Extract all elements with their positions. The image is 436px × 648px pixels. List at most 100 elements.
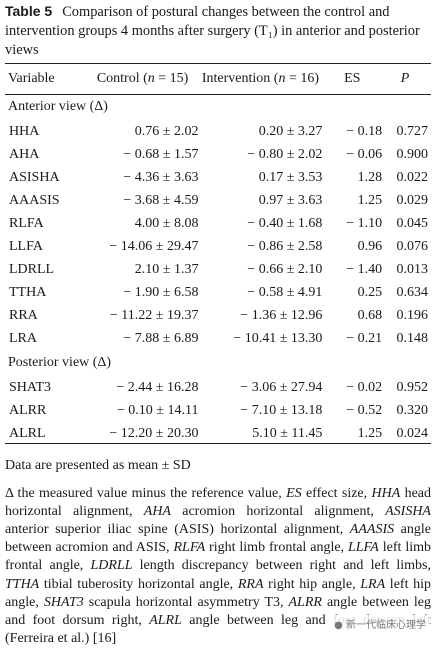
cell-control: 0.76 ± 2.02 [134, 123, 199, 139]
data-table: Variable Control (n = 15) Intervention (… [5, 64, 431, 445]
cell-variable: ALRR [9, 402, 47, 418]
cell-intervention: 5.10 ± 11.45 [252, 425, 323, 441]
cell-control: − 2.44 ± 16.28 [116, 379, 199, 395]
cell-es: 0.68 [357, 307, 383, 323]
cell-p: 0.727 [396, 123, 429, 139]
cell-p: 0.148 [396, 330, 429, 346]
cell-intervention: − 0.58 ± 4.91 [247, 284, 323, 300]
cell-control: − 0.68 ± 1.57 [123, 146, 199, 162]
cell-es: 1.28 [357, 169, 383, 185]
table-row: ALRR − 0.10 ± 14.11 − 7.10 ± 13.18 − 0.52 0.… [5, 399, 431, 422]
cell-variable: RLFA [9, 215, 44, 231]
cell-p: 0.196 [396, 307, 429, 323]
cell-es: 1.25 [357, 192, 383, 208]
cell-control: 4.00 ± 8.08 [134, 215, 199, 231]
cell-intervention: − 0.80 ± 2.02 [247, 146, 323, 162]
table-row: AAASIS − 3.68 ± 4.59 0.97 ± 3.63 1.25 0.029 [5, 189, 431, 212]
header-row: Variable Control (n = 15) Intervention (… [5, 64, 431, 94]
cell-es: − 0.02 [346, 379, 383, 395]
header-p: P [400, 71, 410, 86]
cell-variable: AHA [9, 146, 40, 162]
caption-text: Comparison of postural changes between t… [5, 4, 420, 59]
cell-variable: TTHA [9, 284, 47, 300]
note-abbreviations: Δ the measured value minus the reference… [5, 486, 432, 646]
cell-intervention: − 0.86 ± 2.58 [247, 238, 323, 254]
table-notes: Data are presented as mean ± SD Δ the me… [5, 457, 431, 648]
cell-control: − 1.90 ± 6.58 [123, 284, 199, 300]
bottom-rule [5, 443, 431, 444]
table-row: RRA − 11.22 ± 19.37 − 1.36 ± 12.96 0.68 0.19… [5, 304, 431, 327]
cell-p: 0.045 [396, 215, 429, 231]
cell-control: − 3.68 ± 4.59 [123, 192, 199, 208]
table-row: LDRLL 2.10 ± 1.37 − 0.66 ± 2.10 − 1.40 0.013 [5, 258, 431, 281]
cell-intervention: − 7.10 ± 13.18 [240, 402, 323, 418]
cell-variable: LRA [9, 330, 37, 346]
note-data-format: Data are presented as mean ± SD [5, 458, 191, 473]
cell-intervention: − 10.41 ± 13.30 [233, 330, 323, 346]
cell-p: 0.029 [396, 192, 429, 208]
header-es: ES [344, 71, 361, 86]
cell-control: 2.10 ± 1.37 [134, 261, 199, 277]
table-row: TTHA − 1.90 ± 6.58 − 0.58 ± 4.91 0.25 0.634 [5, 281, 431, 304]
watermark-text: 新一代临床心理学 [346, 620, 426, 631]
cell-intervention: 0.17 ± 3.53 [258, 169, 323, 185]
cell-p: 0.076 [396, 238, 429, 254]
top-rule [5, 63, 431, 64]
table-row: SHAT3 − 2.44 ± 16.28 − 3.06 ± 27.94 − 0.02 0… [5, 376, 431, 399]
cell-es: − 1.10 [346, 215, 383, 231]
cell-control: − 14.06 ± 29.47 [109, 238, 199, 254]
table-row: ALRL − 12.20 ± 20.30 5.10 ± 11.45 1.25 0.024 [5, 422, 431, 445]
cell-p: 0.013 [396, 261, 429, 277]
cell-es: 0.25 [357, 284, 383, 300]
table-caption: Table 5 Comparison of postural changes be… [5, 2, 431, 61]
cell-control: − 0.10 ± 14.11 [116, 402, 199, 418]
wechat-icon: ● [334, 620, 343, 631]
cell-intervention: 0.20 ± 3.27 [258, 123, 323, 139]
section-header: Anterior view (Δ) [5, 94, 431, 120]
table-label: Table 5 [5, 3, 53, 19]
header-control: Control (n = 15) [96, 71, 189, 86]
cell-p: 0.952 [396, 379, 429, 395]
table-row: RLFA 4.00 ± 8.08 − 0.40 ± 1.68 − 1.10 0.045 [5, 212, 431, 235]
cell-es: − 0.06 [346, 146, 383, 162]
cell-intervention: − 0.66 ± 2.10 [247, 261, 323, 277]
cell-control: − 4.36 ± 3.63 [123, 169, 199, 185]
cell-variable: AAASIS [9, 192, 60, 208]
cell-variable: SHAT3 [9, 379, 52, 395]
table-row: HHA 0.76 ± 2.02 0.20 ± 3.27 − 0.18 0.727 [5, 120, 431, 143]
cell-p: 0.320 [396, 402, 429, 418]
cell-es: − 0.18 [346, 123, 383, 139]
table-row: LLFA − 14.06 ± 29.47 − 0.86 ± 2.58 0.96 0.07… [5, 235, 431, 258]
table-row: LRA − 7.88 ± 6.89 − 10.41 ± 13.30 − 0.21 0.1… [5, 327, 431, 350]
cell-intervention: − 3.06 ± 27.94 [240, 379, 323, 395]
cell-p: 0.634 [396, 284, 429, 300]
cell-variable: LDRLL [9, 261, 55, 277]
cell-intervention: − 1.36 ± 12.96 [240, 307, 323, 323]
table-row: ASISHA − 4.36 ± 3.63 0.17 ± 3.53 1.28 0.022 [5, 166, 431, 189]
cell-p: 0.900 [396, 146, 429, 162]
cell-es: − 0.21 [346, 330, 383, 346]
cell-variable: HHA [9, 123, 40, 139]
cell-variable: ASISHA [9, 169, 60, 185]
cell-variable: ALRL [9, 425, 46, 441]
cell-control: − 7.88 ± 6.89 [123, 330, 199, 346]
header-intervention: Intervention (n = 16) [201, 71, 319, 86]
cell-intervention: − 0.40 ± 1.68 [247, 215, 323, 231]
table-row: AHA − 0.68 ± 1.57 − 0.80 ± 2.02 − 0.06 0.900 [5, 143, 431, 166]
header-variable: Variable [8, 71, 55, 86]
cell-variable: RRA [9, 307, 38, 323]
cell-es: 1.25 [357, 425, 383, 441]
section-title: Anterior view (Δ) [8, 99, 108, 114]
cell-variable: LLFA [9, 238, 43, 254]
section-header: Posterior view (Δ) [5, 350, 431, 376]
cell-p: 0.022 [396, 169, 429, 185]
section-title: Posterior view (Δ) [8, 355, 112, 370]
cell-intervention: 0.97 ± 3.63 [258, 192, 323, 208]
cell-es: − 0.52 [346, 402, 383, 418]
watermark: ● 新一代临床心理学 [330, 615, 430, 632]
table-body: Anterior view (Δ) HHA 0.76 ± 2.02 0.20 ± 3.… [5, 94, 431, 445]
cell-control: − 12.20 ± 20.30 [109, 425, 199, 441]
header-rule [5, 94, 431, 95]
cell-p: 0.024 [396, 425, 429, 441]
cell-es: − 1.40 [346, 261, 383, 277]
